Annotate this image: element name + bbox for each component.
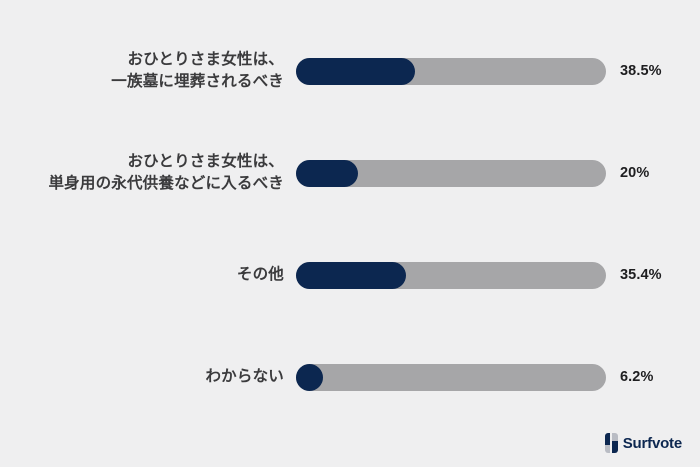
chart-row: その他 35.4% bbox=[0, 245, 700, 305]
bar-container bbox=[296, 261, 606, 289]
bar-fill bbox=[296, 57, 416, 85]
bar-track bbox=[296, 363, 606, 391]
bar-value-label: 20% bbox=[620, 165, 650, 181]
brand-logo: Surfvote bbox=[604, 433, 682, 453]
bar-container bbox=[296, 159, 606, 187]
surfvote-logo-icon bbox=[604, 433, 618, 453]
bar-category-label: おひとりさま女性は、 一族墓に埋葬されるべき bbox=[111, 51, 284, 90]
chart-row: おひとりさま女性は、 単身用の永代供養などに入るべき 20% bbox=[0, 143, 700, 203]
bar-category-label: わからない bbox=[205, 368, 284, 385]
bar-container bbox=[296, 363, 606, 391]
bar-fill bbox=[296, 363, 323, 391]
bar-fill bbox=[296, 261, 406, 289]
bar-value-label: 35.4% bbox=[620, 267, 662, 283]
bar-category-label: おひとりさま女性は、 単身用の永代供養などに入るべき bbox=[48, 153, 284, 192]
bar-value-label: 6.2% bbox=[620, 369, 654, 385]
bar-fill bbox=[296, 159, 358, 187]
chart-row: わからない 6.2% bbox=[0, 347, 700, 407]
brand-name: Surfvote bbox=[622, 434, 682, 452]
bar-category-label: その他 bbox=[236, 266, 284, 283]
bar-value-label: 38.5% bbox=[620, 63, 662, 79]
bar-container bbox=[296, 57, 606, 85]
chart-row: おひとりさま女性は、 一族墓に埋葬されるべき 38.5% bbox=[0, 41, 700, 101]
